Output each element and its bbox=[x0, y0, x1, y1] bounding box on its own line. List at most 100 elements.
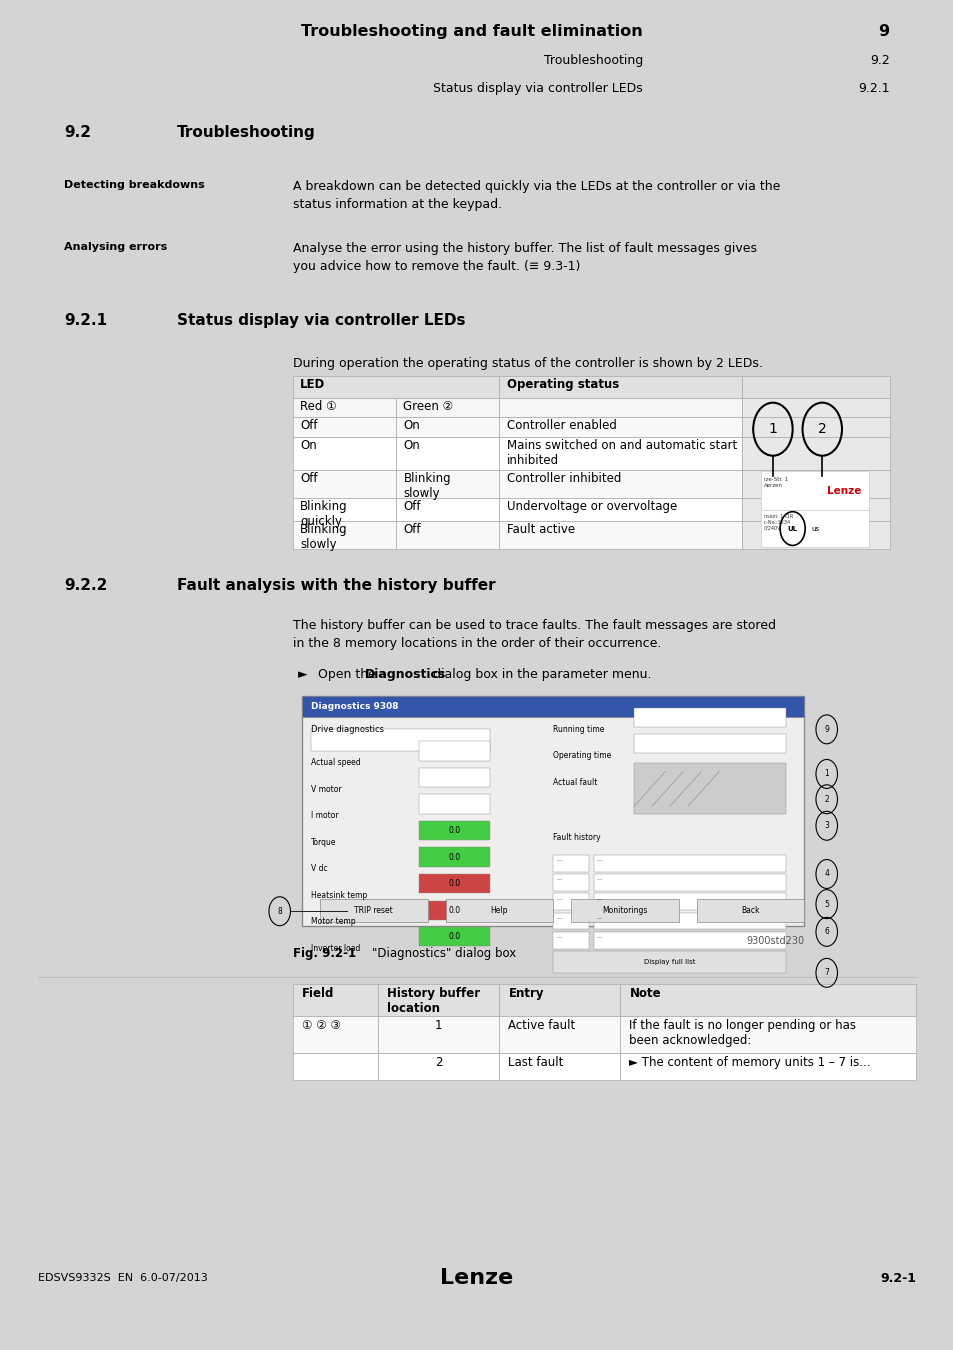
Text: ►: ► bbox=[297, 668, 307, 682]
Text: "Diagnostics" dialog box: "Diagnostics" dialog box bbox=[372, 948, 516, 960]
Text: TRIP reset: TRIP reset bbox=[355, 906, 393, 915]
Text: Detecting breakdowns: Detecting breakdowns bbox=[65, 181, 205, 190]
Text: Fig. 9.2-1: Fig. 9.2-1 bbox=[293, 948, 355, 960]
Bar bbox=[499, 1015, 619, 1053]
Bar bbox=[293, 398, 395, 417]
Bar bbox=[302, 695, 803, 717]
Text: dialog box in the parameter menu.: dialog box in the parameter menu. bbox=[429, 668, 651, 682]
Text: Running time: Running time bbox=[553, 725, 604, 733]
Text: On: On bbox=[403, 420, 419, 432]
Bar bbox=[395, 417, 499, 437]
Bar bbox=[395, 437, 499, 470]
Text: ...: ... bbox=[596, 895, 601, 900]
Bar bbox=[553, 952, 785, 973]
Text: Status display via controller LEDs: Status display via controller LEDs bbox=[433, 82, 642, 94]
Text: ...: ... bbox=[556, 876, 561, 882]
Text: nsion: 1A1R
r.-No.:1234
0/240V: nsion: 1A1R r.-No.:1234 0/240V bbox=[763, 514, 792, 531]
Bar bbox=[293, 437, 395, 470]
Bar bbox=[553, 855, 588, 872]
Bar bbox=[593, 894, 785, 910]
Bar bbox=[293, 1015, 378, 1053]
Text: Back: Back bbox=[740, 906, 759, 915]
Text: Field: Field bbox=[302, 987, 335, 1000]
Bar bbox=[571, 899, 678, 922]
Text: Blinking
quickly: Blinking quickly bbox=[300, 500, 348, 528]
Text: Heatsink temp: Heatsink temp bbox=[311, 891, 367, 900]
Bar bbox=[740, 398, 888, 417]
Bar bbox=[293, 984, 378, 1015]
Text: 1: 1 bbox=[768, 423, 777, 436]
Text: ...: ... bbox=[556, 915, 561, 919]
Bar bbox=[740, 498, 888, 521]
Bar bbox=[740, 437, 888, 470]
Text: Troubleshooting: Troubleshooting bbox=[543, 54, 642, 66]
Text: I motor: I motor bbox=[311, 811, 338, 821]
Text: V dc: V dc bbox=[311, 864, 328, 873]
Text: Off: Off bbox=[403, 524, 420, 536]
Text: Help: Help bbox=[490, 906, 508, 915]
Text: 7: 7 bbox=[823, 968, 828, 977]
Text: Motor temp: Motor temp bbox=[311, 918, 355, 926]
Bar bbox=[293, 417, 395, 437]
Bar bbox=[553, 894, 588, 910]
Text: Blinking
slowly: Blinking slowly bbox=[403, 472, 451, 501]
Text: Fault history: Fault history bbox=[553, 833, 600, 842]
Text: Blinking
slowly: Blinking slowly bbox=[300, 524, 348, 551]
Bar bbox=[293, 1053, 378, 1080]
Text: Diagnostics: Diagnostics bbox=[364, 668, 446, 682]
Text: Troubleshooting: Troubleshooting bbox=[176, 124, 315, 139]
Text: The history buffer can be used to trace faults. The fault messages are stored: The history buffer can be used to trace … bbox=[293, 620, 776, 632]
Text: ...: ... bbox=[596, 934, 601, 940]
Text: ize-Str. 1
Aerzen: ize-Str. 1 Aerzen bbox=[763, 478, 787, 489]
Text: Drive diagnostics: Drive diagnostics bbox=[311, 725, 384, 733]
Text: Off: Off bbox=[300, 420, 317, 432]
Text: Last fault: Last fault bbox=[508, 1056, 563, 1069]
Text: Green ②: Green ② bbox=[403, 400, 453, 413]
Text: 4: 4 bbox=[823, 869, 828, 879]
Bar bbox=[553, 931, 588, 949]
Text: EDSVS9332S  EN  6.0-07/2013: EDSVS9332S EN 6.0-07/2013 bbox=[37, 1273, 207, 1284]
Bar bbox=[445, 899, 553, 922]
Text: 2: 2 bbox=[823, 795, 828, 803]
Text: ...: ... bbox=[556, 857, 561, 863]
Text: Fault analysis with the history buffer: Fault analysis with the history buffer bbox=[176, 578, 495, 593]
Bar bbox=[378, 1015, 499, 1053]
Text: Mains switched on and automatic start
inhibited: Mains switched on and automatic start in… bbox=[506, 439, 736, 467]
Text: Diagnostics 9308: Diagnostics 9308 bbox=[311, 702, 398, 711]
Bar bbox=[553, 913, 588, 929]
Text: 3: 3 bbox=[823, 821, 828, 830]
Text: Active fault: Active fault bbox=[508, 1019, 575, 1031]
Text: Off: Off bbox=[300, 472, 317, 485]
Text: Red ①: Red ① bbox=[300, 400, 336, 413]
Bar bbox=[293, 377, 499, 398]
Text: 9.2: 9.2 bbox=[65, 124, 91, 139]
Text: 9.2.1: 9.2.1 bbox=[65, 313, 108, 328]
Text: Status display via controller LEDs: Status display via controller LEDs bbox=[176, 313, 465, 328]
Text: 9.2: 9.2 bbox=[869, 54, 888, 66]
Text: status information at the keypad.: status information at the keypad. bbox=[293, 198, 502, 211]
Text: 0.0: 0.0 bbox=[448, 933, 460, 941]
Text: in the 8 memory locations in the order of their occurrence.: in the 8 memory locations in the order o… bbox=[293, 637, 660, 649]
Text: Controller enabled: Controller enabled bbox=[506, 420, 616, 432]
Text: 2: 2 bbox=[817, 423, 825, 436]
Bar bbox=[619, 1053, 916, 1080]
Bar bbox=[311, 729, 490, 751]
Bar bbox=[760, 510, 868, 547]
Text: 0.0: 0.0 bbox=[448, 906, 460, 915]
Text: Lenze: Lenze bbox=[440, 1269, 513, 1288]
Bar bbox=[293, 498, 395, 521]
Text: If the fault is no longer pending or has
been acknowledged:: If the fault is no longer pending or has… bbox=[629, 1019, 856, 1046]
Bar bbox=[499, 984, 619, 1015]
Text: Open the: Open the bbox=[318, 668, 379, 682]
Text: V motor: V motor bbox=[311, 784, 341, 794]
Text: 9.2-1: 9.2-1 bbox=[880, 1272, 916, 1285]
Text: During operation the operating status of the controller is shown by 2 LEDs.: During operation the operating status of… bbox=[293, 356, 762, 370]
Text: LED: LED bbox=[300, 378, 325, 392]
Text: 0.0: 0.0 bbox=[448, 826, 460, 836]
Bar bbox=[619, 984, 916, 1015]
Bar bbox=[593, 855, 785, 872]
Text: Off: Off bbox=[403, 500, 420, 513]
Bar bbox=[395, 521, 499, 548]
Text: you advice how to remove the fault. (≡ 9.3-1): you advice how to remove the fault. (≡ 9… bbox=[293, 259, 580, 273]
Text: A breakdown can be detected quickly via the LEDs at the controller or via the: A breakdown can be detected quickly via … bbox=[293, 181, 780, 193]
